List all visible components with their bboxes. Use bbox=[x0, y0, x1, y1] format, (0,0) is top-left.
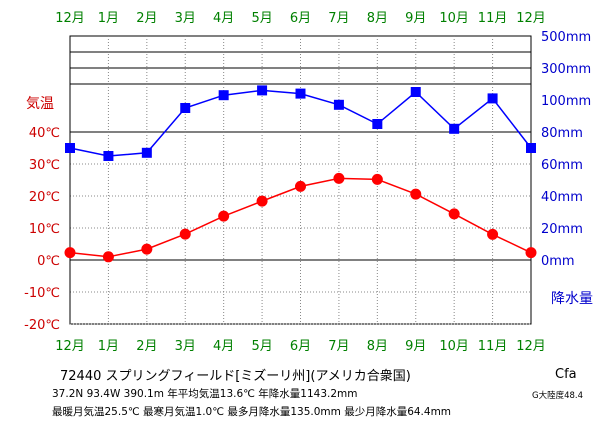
precipitation-axis: 500mm 300mm 100mm 80mm 60mm 40mm 20mm 0mm 降水量 bbox=[541, 30, 593, 307]
precipitation-tick-label: 500mm bbox=[541, 30, 591, 45]
precipitation-point bbox=[372, 119, 383, 129]
month-label: 12月 bbox=[55, 11, 85, 26]
precipitation-point bbox=[65, 143, 75, 153]
temperature-tick-label: 40℃ bbox=[29, 126, 60, 141]
temperature-point bbox=[295, 180, 306, 192]
temperature-point bbox=[179, 228, 191, 240]
koppen-climate-code: Cfa bbox=[555, 367, 577, 382]
precipitation-point bbox=[410, 87, 421, 97]
temperature-point bbox=[256, 195, 268, 207]
precipitation-point bbox=[180, 103, 191, 113]
temperature-tick-label: 30℃ bbox=[29, 158, 60, 173]
continentality-index: G大陸度48.4 bbox=[532, 391, 584, 401]
month-label: 7月 bbox=[328, 339, 349, 354]
precipitation-tick-label: 60mm bbox=[541, 158, 583, 173]
month-label: 12月 bbox=[516, 339, 546, 354]
precipitation-tick-label: 300mm bbox=[541, 62, 591, 77]
temperature-tick-label: -10℃ bbox=[24, 286, 60, 301]
month-label: 4月 bbox=[213, 11, 234, 26]
temperature-tick-label: -20℃ bbox=[24, 318, 60, 333]
precipitation-tick-label: 80mm bbox=[541, 126, 583, 141]
precipitation-tick-label: 0mm bbox=[541, 254, 575, 269]
precipitation-tick-label: 20mm bbox=[541, 222, 583, 237]
month-labels-bottom: 12月 1月 2月 3月 4月 5月 6月 7月 8月 9月 10月 11月 12月 bbox=[55, 339, 546, 354]
temperature-axis: 気温 40℃ 30℃ 20℃ 10℃ 0℃ -10℃ -20℃ bbox=[24, 96, 60, 333]
month-label: 8月 bbox=[367, 11, 388, 26]
month-label: 12月 bbox=[516, 11, 546, 26]
temperature-tick-label: 0℃ bbox=[37, 254, 60, 269]
month-label: 11月 bbox=[478, 11, 508, 26]
month-label: 9月 bbox=[405, 339, 426, 354]
month-label: 10月 bbox=[439, 339, 469, 354]
temperature-series bbox=[64, 172, 537, 263]
precipitation-point bbox=[487, 93, 498, 104]
month-label: 11月 bbox=[478, 339, 508, 354]
precipitation-point bbox=[333, 99, 344, 110]
precipitation-tick-label: 40mm bbox=[541, 190, 583, 205]
month-label: 12月 bbox=[55, 339, 85, 354]
precipitation-tick-label: 100mm bbox=[541, 94, 591, 109]
month-label: 6月 bbox=[290, 11, 311, 26]
station-extremes: 最暖月気温25.5℃ 最寒月気温1.0℃ 最多月降水量135.0mm 最少月降水… bbox=[52, 406, 452, 418]
month-label: 8月 bbox=[367, 339, 388, 354]
precipitation-series bbox=[65, 85, 536, 161]
month-label: 2月 bbox=[136, 339, 157, 354]
month-label: 4月 bbox=[213, 339, 234, 354]
temperature-point bbox=[333, 172, 345, 184]
temperature-point bbox=[371, 173, 383, 185]
month-label: 1月 bbox=[98, 11, 119, 26]
month-label: 3月 bbox=[175, 339, 196, 354]
temperature-axis-title: 気温 bbox=[26, 96, 54, 112]
temperature-point bbox=[448, 208, 460, 220]
station-name: 72440 スプリングフィールド[ミズーリ州](アメリカ合衆国) bbox=[60, 369, 411, 384]
month-label: 5月 bbox=[251, 11, 272, 26]
temperature-point bbox=[525, 247, 537, 259]
month-label: 10月 bbox=[439, 11, 469, 26]
temperature-tick-label: 20℃ bbox=[29, 190, 60, 205]
chart-grid bbox=[69, 35, 532, 325]
month-label: 1月 bbox=[98, 339, 119, 354]
precipitation-point bbox=[141, 147, 152, 158]
temperature-point bbox=[141, 243, 153, 255]
temperature-point bbox=[102, 251, 114, 263]
month-label: 6月 bbox=[290, 339, 311, 354]
temperature-point bbox=[218, 210, 230, 222]
temperature-tick-label: 10℃ bbox=[29, 222, 60, 237]
temperature-point bbox=[64, 247, 76, 259]
precipitation-point bbox=[295, 88, 306, 99]
temperature-point bbox=[410, 188, 422, 200]
precipitation-point bbox=[526, 143, 536, 153]
precipitation-point bbox=[449, 123, 460, 134]
temperature-point bbox=[487, 228, 499, 240]
precipitation-point bbox=[103, 151, 114, 161]
station-summary: 37.2N 93.4W 390.1m 年平均気温13.6℃ 年降水量1143.2… bbox=[52, 388, 358, 400]
precipitation-axis-title: 降水量 bbox=[551, 291, 593, 307]
month-label: 5月 bbox=[251, 339, 272, 354]
month-label: 3月 bbox=[175, 11, 196, 26]
month-labels-top: 12月 1月 2月 3月 4月 5月 6月 7月 8月 9月 10月 11月 12月 bbox=[55, 11, 546, 26]
month-label: 2月 bbox=[136, 11, 157, 26]
precipitation-point bbox=[218, 90, 229, 101]
precipitation-point bbox=[257, 85, 268, 96]
month-label: 9月 bbox=[405, 11, 426, 26]
climate-chart: 12月 1月 2月 3月 4月 5月 6月 7月 8月 9月 10月 11月 12月 12月 1月 2月 3月… bbox=[24, 11, 593, 354]
month-label: 7月 bbox=[328, 11, 349, 26]
